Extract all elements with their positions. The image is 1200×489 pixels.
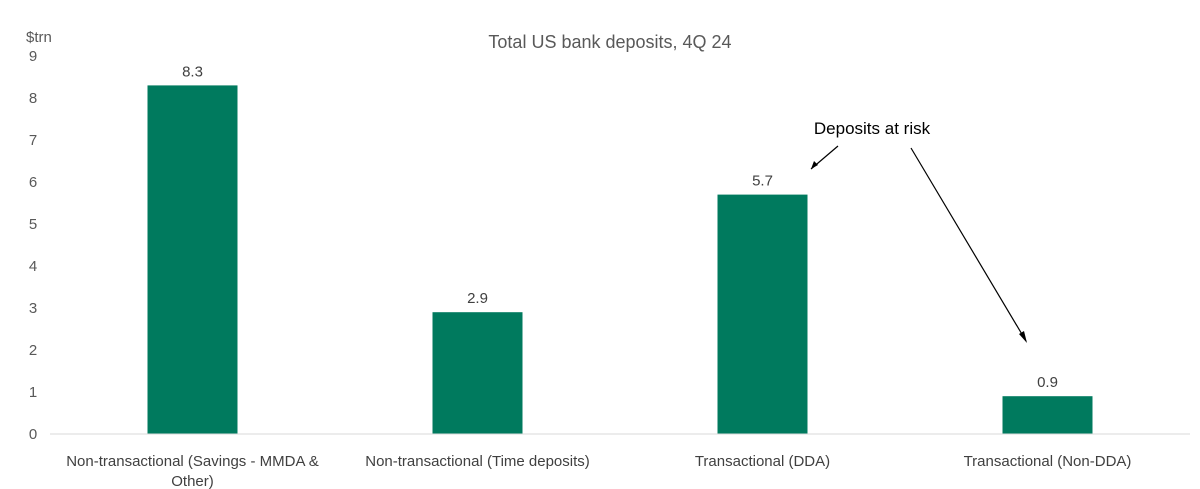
y-tick-label: 4 — [29, 258, 37, 275]
data-labels: 8.3 2.9 5.7 0.9 — [182, 63, 1058, 391]
y-axis-ticks: 0 1 2 3 4 5 6 7 8 9 — [29, 48, 37, 443]
y-tick-label: 1 — [29, 384, 37, 401]
bar — [717, 194, 808, 434]
annotation-arrowhead-right — [1019, 331, 1027, 343]
annotation-arrow-right — [910, 147, 1027, 342]
annotation: Deposits at risk — [810, 119, 1027, 343]
y-tick-label: 9 — [29, 48, 37, 65]
y-axis-unit-label: $trn — [26, 29, 52, 46]
annotation-arrowhead-left — [811, 161, 818, 169]
data-label: 2.9 — [467, 290, 488, 307]
annotation-text: Deposits at risk — [814, 119, 931, 138]
y-tick-label: 2 — [29, 342, 37, 359]
category-label: Non-transactional (Savings - MMDA & Other… — [66, 453, 319, 489]
category-label: Transactional (DDA) — [695, 453, 830, 470]
y-tick-label: 6 — [29, 174, 37, 191]
bars — [147, 85, 1093, 435]
bar — [432, 312, 523, 434]
y-tick-label: 7 — [29, 132, 37, 149]
bar — [147, 85, 238, 435]
category-label: Transactional (Non-DDA) — [964, 453, 1132, 470]
y-tick-label: 5 — [29, 216, 37, 233]
category-label: Non-transactional (Time deposits) — [365, 453, 590, 470]
y-tick-label: 3 — [29, 300, 37, 317]
category-labels: Non-transactional (Savings - MMDA & Other… — [66, 453, 1131, 489]
data-label: 8.3 — [182, 63, 203, 80]
y-tick-label: 0 — [29, 426, 37, 443]
data-label: 0.9 — [1037, 374, 1058, 391]
chart-title: Total US bank deposits, 4Q 24 — [488, 32, 731, 52]
bar — [1002, 396, 1093, 434]
y-tick-label: 8 — [29, 90, 37, 107]
data-label: 5.7 — [752, 173, 773, 190]
